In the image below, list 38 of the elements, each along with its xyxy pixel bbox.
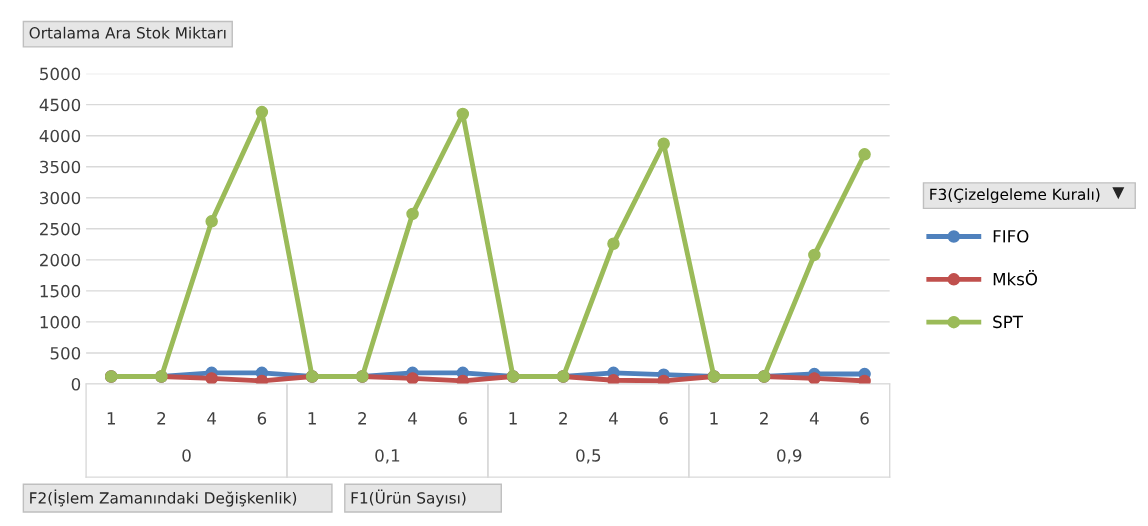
y-tick-label: 0 [71, 377, 81, 391]
x-tick-label: 1 [509, 412, 517, 425]
x-tick-label: 6 [257, 412, 267, 425]
x-tick-label: 1 [107, 412, 115, 425]
x-tick-label: 2 [559, 412, 567, 425]
y-tick-label: 2000 [40, 253, 81, 267]
x-tick-label: 1 [308, 412, 316, 425]
legend-label: MksÖ [993, 269, 1038, 286]
y-tick-label: 1500 [40, 284, 81, 298]
legend-title: F3(Çizelgeleme Kuralı) [930, 188, 1100, 204]
y-tick-label: 3000 [40, 191, 81, 205]
y-tick-label: 5000 [40, 67, 81, 81]
y-tick-label: 1000 [40, 315, 81, 329]
x-tick-label: 2 [157, 412, 166, 425]
y-tick-label: 2500 [40, 222, 81, 236]
x-tick-label: 4 [608, 412, 618, 425]
legend-label: FIFO [993, 230, 1029, 243]
y-tick-label: 4000 [39, 129, 81, 143]
y-tick-label: 4500 [39, 98, 81, 112]
x-tick-label: 1 [710, 412, 718, 425]
text: 0,9 [777, 449, 802, 464]
legend-label: SPT [993, 315, 1023, 329]
x-tick-label: 4 [408, 412, 417, 425]
text: 0,5 [576, 449, 601, 464]
text: F2(İşlem Zamanındaki Değişkenlik) [30, 489, 297, 507]
x-tick-label: 4 [809, 412, 819, 425]
chart-title: Ortalama Ara Stok Miktarı [29, 26, 226, 39]
x-tick-label: 6 [659, 412, 668, 425]
x-tick-label: 2 [358, 412, 366, 425]
x-tick-label: 4 [207, 412, 217, 425]
y-tick-label: 3500 [40, 160, 81, 174]
x-tick-label: 6 [458, 412, 468, 425]
x-tick-label: 6 [860, 412, 869, 425]
x-tick-label: 2 [760, 412, 768, 425]
text: 0,1 [375, 449, 400, 464]
y-tick-label: 500 [50, 346, 81, 360]
text: F1(Ürün Sayısı) [351, 489, 466, 507]
text: 0 [182, 449, 191, 462]
